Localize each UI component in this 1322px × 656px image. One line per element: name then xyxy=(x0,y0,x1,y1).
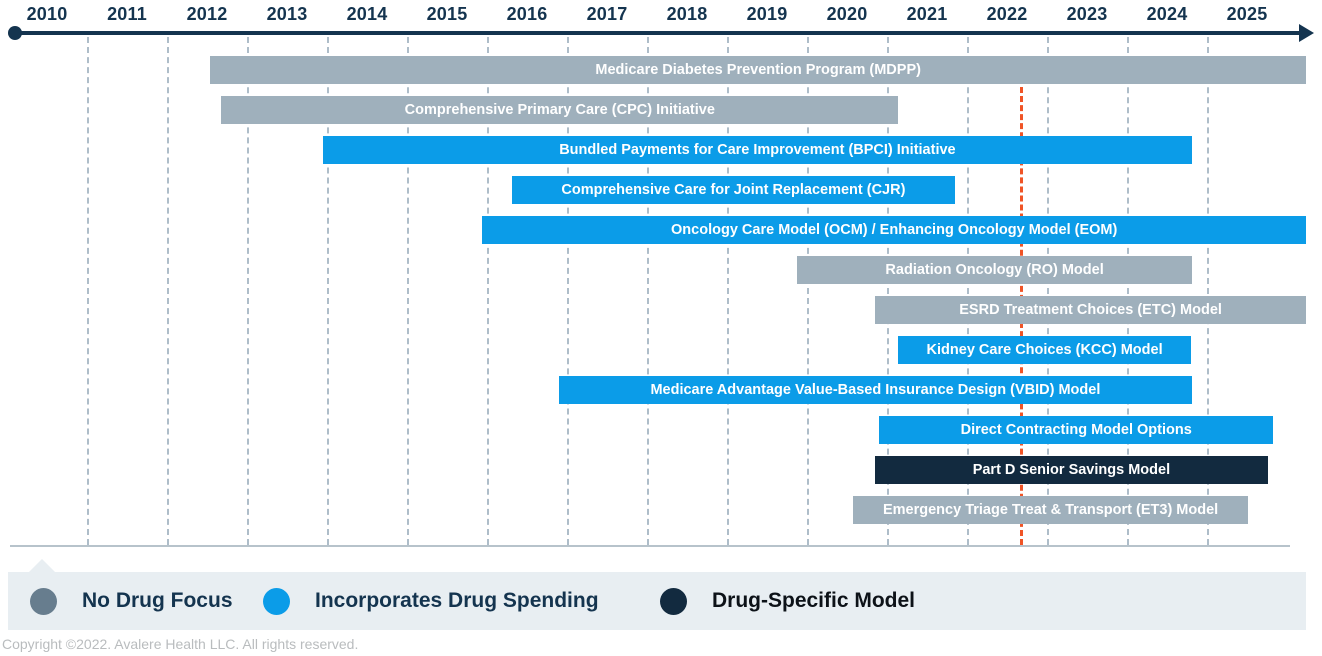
copyright-text: Copyright ©2022. Avalere Health LLC. All… xyxy=(2,636,359,652)
year-label: 2012 xyxy=(186,4,228,24)
timeline-bar: Kidney Care Choices (KCC) Model xyxy=(898,336,1191,364)
year-label: 2020 xyxy=(826,4,868,24)
legend-swatch-icon xyxy=(263,587,290,615)
year-gridline xyxy=(1047,37,1049,545)
timeline-bar: Medicare Diabetes Prevention Program (MD… xyxy=(210,56,1307,84)
year-gridline xyxy=(807,37,809,545)
legend-swatch-icon xyxy=(30,587,57,615)
bottom-separator-line xyxy=(10,545,1290,547)
year-gridline xyxy=(167,37,169,545)
timeline-axis xyxy=(10,31,1302,35)
year-gridline xyxy=(647,37,649,545)
year-gridline xyxy=(247,37,249,545)
timeline-bar: Oncology Care Model (OCM) / Enhancing On… xyxy=(482,216,1307,244)
year-label: 2025 xyxy=(1226,4,1268,24)
timeline-bar: Comprehensive Primary Care (CPC) Initiat… xyxy=(221,96,899,124)
legend-label: No Drug Focus xyxy=(82,589,233,612)
legend-label: Incorporates Drug Spending xyxy=(315,589,599,612)
year-label: 2023 xyxy=(1066,4,1108,24)
year-label: 2016 xyxy=(506,4,548,24)
year-label: 2022 xyxy=(986,4,1028,24)
timeline-bar: Medicare Advantage Value-Based Insurance… xyxy=(559,376,1192,404)
timeline-bar: Comprehensive Care for Joint Replacement… xyxy=(511,176,955,204)
year-gridline xyxy=(87,37,89,545)
year-label: 2011 xyxy=(107,4,147,24)
legend-swatch-icon xyxy=(660,587,687,615)
year-gridline xyxy=(1127,37,1129,545)
year-gridline xyxy=(567,37,569,545)
year-label: 2010 xyxy=(26,4,68,24)
legend-item: Drug-Specific Model xyxy=(660,572,915,630)
legend-label: Drug-Specific Model xyxy=(712,589,916,612)
year-gridline xyxy=(727,37,729,545)
timeline-bar: Radiation Oncology (RO) Model xyxy=(797,256,1192,284)
axis-arrow-icon xyxy=(1299,24,1314,42)
year-gridline xyxy=(967,37,969,545)
timeline-bar: Bundled Payments for Care Improvement (B… xyxy=(323,136,1192,164)
year-label: 2024 xyxy=(1146,4,1188,24)
year-label: 2019 xyxy=(746,4,788,24)
year-gridline xyxy=(327,37,329,545)
legend-item: Incorporates Drug Spending xyxy=(263,572,599,630)
year-gridline xyxy=(407,37,409,545)
timeline-bar: ESRD Treatment Choices (ETC) Model xyxy=(875,296,1307,324)
year-label: 2021 xyxy=(906,4,948,24)
legend-band xyxy=(8,572,1306,630)
year-gridline xyxy=(487,37,489,545)
year-label: 2015 xyxy=(426,4,468,24)
legend-pointer-notch xyxy=(29,559,55,572)
timeline-bar: Direct Contracting Model Options xyxy=(879,416,1274,444)
year-label: 2018 xyxy=(666,4,708,24)
legend-item: No Drug Focus xyxy=(30,572,233,630)
timeline-bar: Emergency Triage Treat & Transport (ET3)… xyxy=(853,496,1248,524)
year-label: 2013 xyxy=(266,4,308,24)
year-gridline xyxy=(887,37,889,545)
timeline-bar: Part D Senior Savings Model xyxy=(875,456,1268,484)
year-gridline xyxy=(1207,37,1209,545)
year-label: 2014 xyxy=(346,4,388,24)
year-label: 2017 xyxy=(586,4,628,24)
